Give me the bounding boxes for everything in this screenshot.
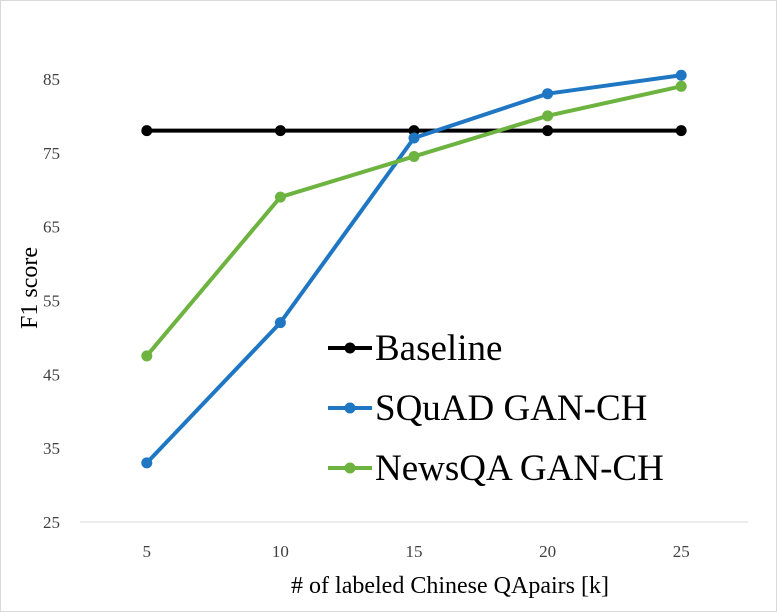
y-tick-label: 85 — [43, 70, 60, 89]
x-tick-label: 5 — [143, 542, 152, 561]
y-tick-label: 25 — [43, 513, 60, 532]
data-point — [675, 69, 687, 81]
legend-marker — [344, 462, 356, 474]
data-point — [675, 80, 687, 92]
y-tick-label: 75 — [43, 144, 60, 163]
data-point — [274, 191, 286, 203]
legend-label: Baseline — [375, 328, 502, 369]
data-point — [274, 317, 286, 329]
x-axis-title: # of labeled Chinese QApairs [k] — [291, 573, 609, 599]
legend-item: SQuAD GAN-CH — [328, 388, 647, 429]
x-tick-label: 20 — [539, 542, 556, 561]
legend: Baseline SQuAD GAN-CH NewsQA GAN-CH — [328, 328, 664, 489]
y-tick-label: 35 — [43, 439, 60, 458]
x-tick-labels: 5 10 15 20 25 — [143, 542, 690, 561]
y-tick-label: 55 — [43, 291, 60, 310]
data-point — [408, 132, 420, 144]
data-point — [675, 125, 687, 137]
y-axis-title: F1 score — [17, 247, 43, 329]
series-1 — [141, 69, 687, 469]
legend-item: Baseline — [328, 328, 502, 369]
data-point — [542, 88, 554, 100]
data-point — [542, 110, 554, 122]
x-tick-label: 25 — [673, 542, 690, 561]
legend-marker — [344, 342, 356, 354]
data-point — [408, 150, 420, 162]
data-point — [141, 125, 153, 137]
legend-label: SQuAD GAN-CH — [375, 388, 647, 429]
legend-label: NewsQA GAN-CH — [375, 448, 664, 489]
y-tick-label: 45 — [43, 365, 60, 384]
x-tick-label: 15 — [406, 542, 423, 561]
series-layer — [141, 69, 687, 469]
data-point — [141, 350, 153, 362]
y-tick-label: 65 — [43, 218, 60, 237]
legend-item: NewsQA GAN-CH — [328, 448, 664, 489]
y-tick-labels: 25 35 45 55 65 75 85 — [43, 70, 60, 532]
series-2 — [141, 80, 687, 362]
x-tick-label: 10 — [272, 542, 289, 561]
data-point — [274, 125, 286, 137]
data-point — [542, 125, 554, 137]
data-point — [141, 457, 153, 469]
legend-marker — [344, 402, 356, 414]
